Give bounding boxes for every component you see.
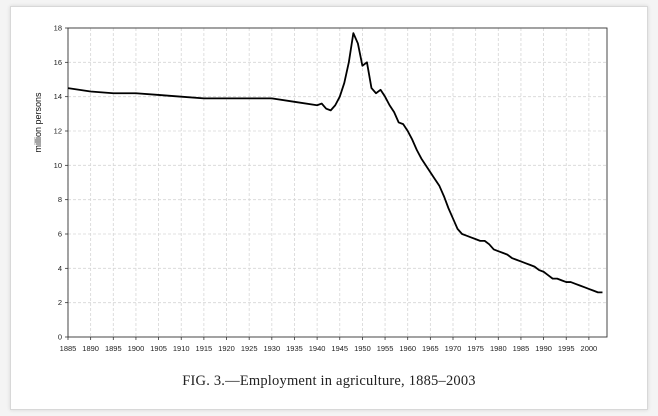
x-tick-label: 1920 (218, 344, 235, 353)
x-tick-label: 1950 (354, 344, 371, 353)
x-axis: 1885 1890 1895 1900 1905 1910 1915 1920 1925 1930… (60, 337, 598, 353)
x-tick-label: 1995 (558, 344, 575, 353)
y-tick-label: 2 (58, 298, 62, 307)
x-tick-label: 1970 (445, 344, 462, 353)
y-tick-label: 18 (54, 24, 62, 33)
x-tick-label: 1910 (173, 344, 190, 353)
x-tick-label: 1975 (467, 344, 484, 353)
y-tick-label: 6 (58, 230, 62, 239)
y-axis: 0 2 4 6 8 10 12 14 16 18 (54, 24, 68, 342)
y-tick-label: 0 (58, 333, 62, 342)
y-tick-label: 10 (54, 161, 62, 170)
plot-frame (67, 27, 608, 338)
figure-frame: 0 2 4 6 8 10 12 14 16 18 1885 1890 1895 1900 1905 1910… (10, 6, 648, 410)
series-layer (67, 32, 603, 294)
x-tick-label: 1925 (241, 344, 258, 353)
x-tick-label: 1895 (105, 344, 122, 353)
y-tick-label: 16 (54, 58, 62, 67)
x-tick-label: 1890 (82, 344, 99, 353)
grid (67, 27, 608, 338)
figure-caption: FIG. 3.—Employment in agriculture, 1885–… (182, 373, 476, 389)
x-tick-label: 1985 (513, 344, 530, 353)
x-tick-label: 1905 (150, 344, 167, 353)
y-axis-label: million persons (33, 92, 43, 153)
y-tick-label: 8 (58, 195, 62, 204)
x-tick-label: 1955 (377, 344, 394, 353)
x-tick-label: 1885 (60, 344, 77, 353)
x-tick-label: 1935 (286, 344, 303, 353)
line-chart: 0 2 4 6 8 10 12 14 16 18 1885 1890 1895 1900 1905 1910… (33, 24, 608, 353)
x-tick-label: 1960 (399, 344, 416, 353)
x-tick-label: 1915 (196, 344, 213, 353)
y-tick-label: 12 (54, 127, 62, 136)
x-tick-label: 1990 (535, 344, 552, 353)
x-tick-label: 1945 (331, 344, 348, 353)
x-tick-label: 1930 (263, 344, 280, 353)
x-tick-label: 2000 (581, 344, 598, 353)
y-tick-label: 4 (58, 264, 62, 273)
x-tick-label: 1900 (128, 344, 145, 353)
x-tick-label: 1965 (422, 344, 439, 353)
x-tick-label: 1940 (309, 344, 326, 353)
series-line (67, 32, 603, 294)
x-tick-label: 1980 (490, 344, 507, 353)
y-tick-label: 14 (54, 92, 62, 101)
